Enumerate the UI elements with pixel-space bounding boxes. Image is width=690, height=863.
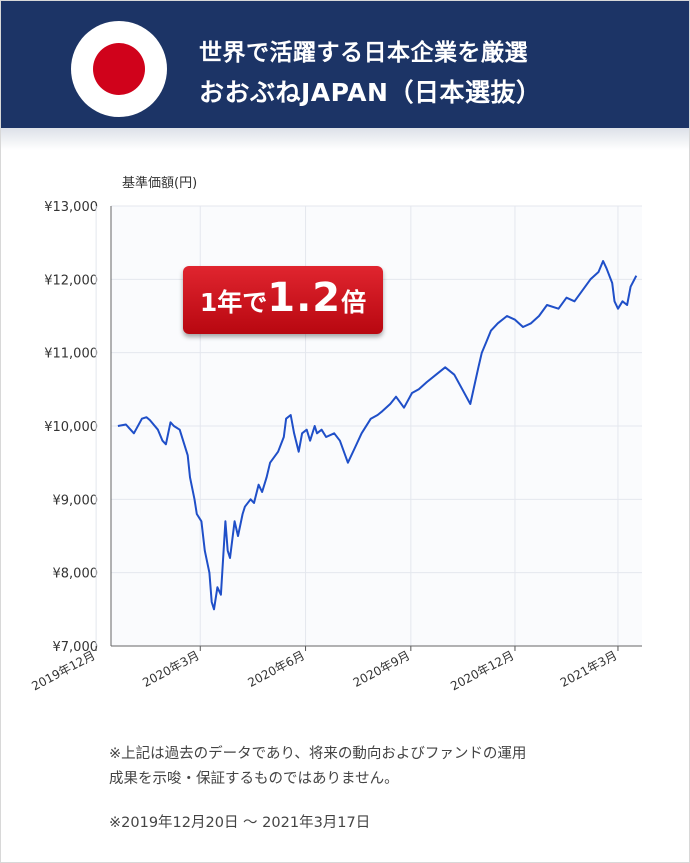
y-tick-label: ¥13,000: [44, 200, 98, 215]
x-tick-label: 2020年6月: [245, 648, 306, 690]
badge-text-suffix: 倍: [341, 288, 367, 317]
disclaimer-line2: 成果を示唆・保証するものではありません。: [109, 771, 399, 787]
y-tick-label: ¥11,000: [44, 347, 98, 362]
y-tick-label: ¥12,000: [44, 273, 98, 288]
japan-flag-icon: [71, 21, 167, 117]
x-tick-label: 2020年9月: [351, 648, 412, 690]
x-tick-label: 2020年3月: [140, 648, 201, 690]
series-line: [117, 260, 638, 611]
y-tick-label: ¥10,000: [44, 420, 98, 435]
growth-badge: 1年で 1.2 倍: [183, 266, 383, 334]
header-title-line1: 世界で活躍する日本企業を厳選: [199, 40, 528, 66]
price-chart: ¥7,000 ¥8,000 ¥9,000 ¥10,000 ¥11,000 ¥12,000 ¥…: [29, 175, 642, 693]
y-tick-label: ¥9,000: [53, 493, 99, 508]
y-tick-label: ¥7,000: [53, 640, 99, 655]
x-tick-label: 2019年12月: [29, 648, 97, 693]
x-tick-label: 2021年3月: [558, 648, 619, 690]
disclaimer-line1: ※上記は過去のデータであり、将来の動向およびファンドの運用: [109, 746, 527, 762]
y-tick-label: ¥8,000: [53, 567, 99, 582]
y-axis-label: 基準価額(円): [122, 175, 197, 191]
x-tick-label: 2020年12月: [448, 648, 516, 693]
period-note: ※2019年12月20日 〜 2021年3月17日: [109, 815, 371, 831]
badge-text-prefix: 1年で: [199, 288, 268, 317]
header-banner: 世界で活躍する日本企業を厳選 おおぶねJAPAN（日本選抜）: [1, 1, 689, 128]
badge-text-multiplier: 1.2: [267, 275, 342, 321]
header-title-line2: おおぶねJAPAN（日本選抜）: [199, 78, 542, 107]
header-shadow: [1, 128, 689, 150]
flag-red-disc: [93, 43, 145, 95]
